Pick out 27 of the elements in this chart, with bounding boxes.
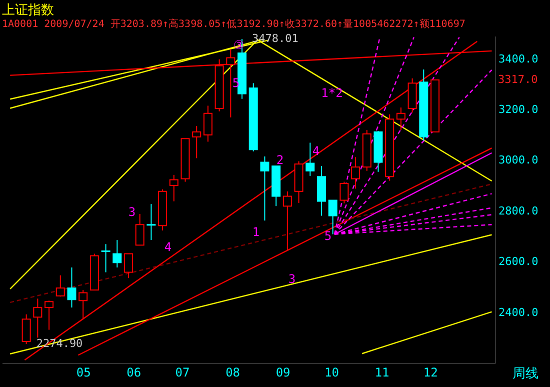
x-axis-title: 周线	[512, 366, 538, 382]
text: 3317.0	[498, 73, 538, 86]
annotation: 4	[312, 144, 320, 158]
y-tick-label: 2800.0	[498, 204, 538, 218]
chart-subtitle: 1A0001 2009/07/24 开3203.89↑高3398.05↑低3192.90↑收3372.60↑量1005462272↑额110697	[2, 18, 466, 30]
annotation: 3	[288, 272, 296, 286]
x-tick-label: 09	[276, 366, 290, 380]
annotation: 3	[128, 205, 136, 219]
annotation: 2	[276, 153, 284, 167]
x-tick-label: 12	[423, 366, 438, 380]
x-tick-label: 07	[175, 366, 190, 380]
annotation: 4	[164, 240, 172, 254]
y-tick-label: 3400.0	[498, 52, 538, 66]
annotation: 3478.01	[252, 32, 298, 46]
annotation: 1	[252, 225, 260, 239]
y-tick-label: 3000.0	[498, 154, 538, 167]
x-tick-label: 05	[76, 366, 91, 380]
y-tick-label: 3200.0	[498, 103, 538, 116]
chart-title: 上证指数	[2, 3, 54, 18]
x-tick-label: 10	[324, 366, 339, 380]
y-tick-label: 2400.0	[498, 306, 538, 319]
annotation: 5	[324, 229, 332, 243]
x-tick-label: 06	[126, 366, 142, 380]
x-tick-label: 08	[226, 366, 240, 380]
y-tick-label: 2600.0	[498, 255, 538, 268]
annotation: 1*2	[321, 86, 343, 100]
x-tick-label: 11	[374, 366, 390, 380]
